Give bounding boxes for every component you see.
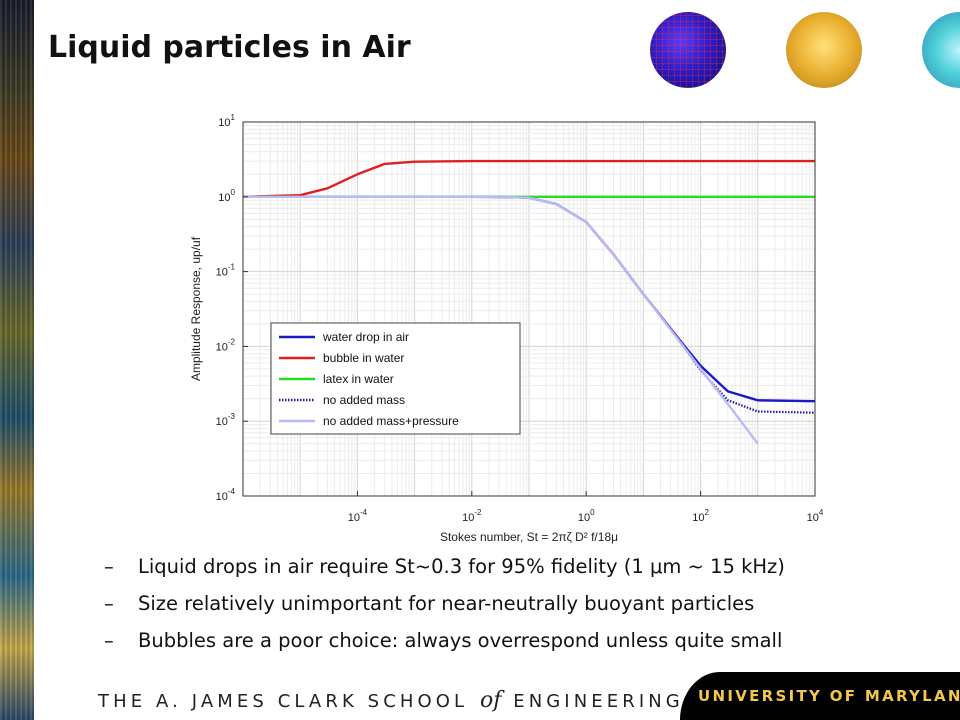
y-tick-label: 100 [218,188,235,204]
x-axis-label: Stokes number, St = 2πζ D² f/18μ [440,530,618,544]
x-tick-label: 104 [807,508,824,524]
y-tick-label: 10-3 [216,412,236,428]
y-tick-label: 10-1 [216,263,236,279]
bullet-item: – Bubbles are a poor choice: always overr… [104,622,785,659]
school-name-part2: ENGINEERING [513,691,684,712]
x-tick-exponent: 4 [819,508,824,517]
x-tick-label: 10-2 [462,508,482,524]
bullet-text: Liquid drops in air require St~0.3 for 9… [138,555,785,578]
header-image-mask [640,88,960,94]
x-tick-label: 102 [692,508,709,524]
y-tick-base: 10 [216,416,228,428]
school-footer: THE A. JAMES CLARK SCHOOL of ENGINEERING [98,688,684,713]
x-tick-label: 10-4 [348,508,368,524]
bullet-dash: – [104,555,114,578]
x-tick-exponent: 0 [590,508,595,517]
x-tick-exponent: 2 [704,508,709,517]
legend-label: bubble in water [323,351,404,365]
university-banner: UNIVERSITY OF MARYLAND [680,672,960,720]
series-line [242,159,815,198]
bullet-item: – Size relatively unimportant for near-ne… [104,585,785,622]
y-tick-base: 10 [218,192,230,204]
y-tick-base: 10 [216,267,228,279]
university-name: UNIVERSITY OF MARYLAND [698,687,960,705]
y-tick-label: 10-4 [216,487,236,503]
bullet-dash: – [104,629,114,652]
x-tick-exponent: -4 [360,508,368,517]
y-tick-exponent: -2 [228,337,236,346]
legend-label: no added mass [323,393,405,407]
y-tick-base: 10 [216,341,228,353]
gold-wafer-image [786,12,862,88]
y-tick-exponent: 1 [231,113,236,122]
decorative-side-strip [0,0,34,720]
y-tick-base: 10 [218,117,230,129]
bullet-dash: – [104,592,114,615]
school-name-of: of [480,688,502,713]
amplitude-response-chart: 10-4 10-2 100 102 10410110010-110-210-310-4S… [189,113,824,544]
data-lines [242,159,816,445]
bullet-text: Size relatively unimportant for near-neu… [138,592,755,615]
legend: water drop in air bubble in water latex in… [270,322,521,435]
bullet-text: Bubbles are a poor choice: always overre… [138,629,783,652]
x-tick-exponent: -2 [474,508,482,517]
series-line [243,195,759,445]
y-tick-label: 10-2 [216,337,236,353]
legend-label: water drop in air [322,330,409,344]
bullet-item: – Liquid drops in air require St~0.3 for … [104,548,785,585]
y-tick-label: 101 [218,113,235,129]
legend-label: latex in water [323,372,394,386]
y-tick-exponent: -1 [228,263,236,272]
legend-label: no added mass+pressure [323,414,459,428]
y-tick-exponent: 0 [231,188,236,197]
cyan-wafer-image [922,12,960,88]
plot-frame [242,121,816,497]
blue-wafer-image [650,12,726,88]
y-axis-label: Amplitude Response, up/uf [189,236,203,381]
slide-title: Liquid particles in Air [48,30,411,65]
school-name-part1: THE A. JAMES CLARK SCHOOL [98,691,469,712]
y-tick-exponent: -4 [228,487,236,496]
y-tick-base: 10 [216,491,228,503]
bullet-list: – Liquid drops in air require St~0.3 for … [104,548,785,659]
x-tick-label: 100 [578,508,595,524]
y-tick-exponent: -3 [228,412,236,421]
